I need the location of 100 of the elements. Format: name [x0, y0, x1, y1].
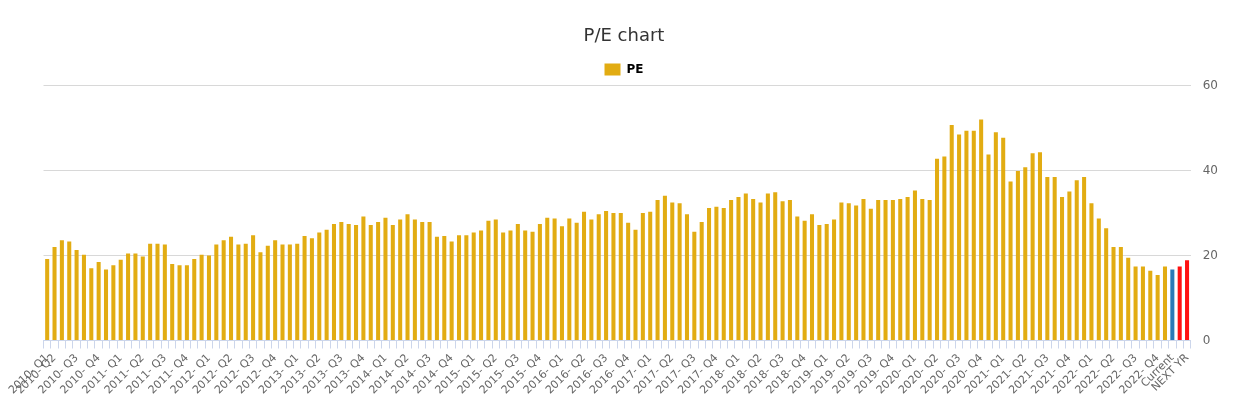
bar	[832, 219, 837, 341]
bar	[170, 264, 175, 341]
bar	[309, 238, 314, 341]
bar	[633, 229, 638, 341]
bar	[368, 224, 373, 341]
bar	[993, 132, 998, 341]
bar	[206, 255, 211, 341]
bar	[126, 253, 131, 341]
bar	[1023, 167, 1028, 341]
bar	[957, 134, 962, 341]
bar	[648, 211, 653, 341]
bar	[1177, 266, 1182, 341]
bar	[1096, 218, 1101, 341]
bar	[501, 232, 506, 341]
bar	[582, 211, 587, 341]
bar	[508, 230, 513, 341]
y-tick-label: 40	[1202, 162, 1219, 177]
bar	[118, 259, 123, 341]
bar	[103, 269, 109, 341]
y-tick-label: 0	[1202, 332, 1211, 347]
bar	[133, 253, 138, 341]
bar	[618, 213, 623, 341]
bar	[221, 240, 226, 341]
bar	[971, 130, 976, 341]
bar	[802, 220, 807, 341]
bar	[839, 202, 844, 341]
bar	[486, 220, 491, 341]
bar	[751, 199, 756, 341]
bar	[567, 218, 572, 341]
bar	[890, 199, 895, 341]
bar	[324, 229, 329, 341]
bar	[111, 265, 116, 341]
bar	[331, 224, 337, 341]
bar	[736, 196, 741, 341]
bar	[420, 221, 425, 341]
bar	[787, 199, 792, 341]
bar	[795, 216, 800, 341]
bar	[530, 231, 535, 341]
bar	[280, 244, 285, 341]
bar	[809, 214, 815, 341]
bar	[729, 199, 734, 341]
bar	[456, 235, 462, 341]
bar	[464, 235, 469, 341]
bar	[846, 203, 851, 341]
bar	[714, 206, 719, 341]
bar	[199, 254, 204, 341]
bar	[155, 243, 160, 341]
bar	[545, 217, 550, 341]
bar	[883, 199, 888, 341]
bar	[552, 218, 557, 341]
bar	[346, 224, 351, 341]
bar	[611, 213, 616, 341]
bar	[854, 205, 859, 341]
bar	[1111, 247, 1116, 341]
bar	[670, 202, 675, 341]
bar	[449, 241, 454, 341]
bar	[361, 216, 366, 341]
bar	[515, 224, 520, 341]
bar	[1008, 181, 1013, 341]
bar	[243, 243, 248, 341]
bar	[74, 250, 79, 341]
bar	[140, 256, 145, 341]
bar	[523, 230, 528, 341]
bar	[1045, 176, 1050, 341]
bar	[89, 268, 94, 341]
bar	[184, 265, 189, 341]
bar	[626, 222, 631, 341]
bar	[471, 232, 476, 341]
bar	[287, 244, 292, 341]
bar	[817, 224, 822, 341]
bar	[1074, 180, 1079, 341]
bar	[868, 208, 873, 341]
bar	[986, 154, 991, 341]
bar	[604, 210, 609, 341]
bar	[898, 199, 903, 341]
bar	[354, 224, 359, 341]
bar	[1001, 137, 1006, 341]
bar	[942, 156, 947, 341]
bar	[96, 261, 101, 341]
bar	[148, 243, 153, 341]
bar	[773, 192, 778, 341]
bar	[765, 193, 770, 341]
bar	[479, 230, 484, 341]
bar	[52, 247, 57, 341]
bar	[1037, 152, 1042, 341]
bar	[721, 207, 726, 341]
bar	[927, 199, 932, 341]
bar	[537, 224, 542, 341]
bar	[162, 244, 167, 341]
bar	[339, 221, 344, 341]
bar	[780, 201, 785, 341]
bar	[295, 243, 300, 341]
bar	[640, 213, 645, 341]
bar	[662, 195, 667, 341]
bar	[574, 222, 579, 341]
bar	[177, 265, 182, 341]
bar	[273, 240, 278, 341]
bar	[1015, 171, 1020, 341]
bar	[589, 219, 594, 341]
bar	[214, 244, 219, 341]
